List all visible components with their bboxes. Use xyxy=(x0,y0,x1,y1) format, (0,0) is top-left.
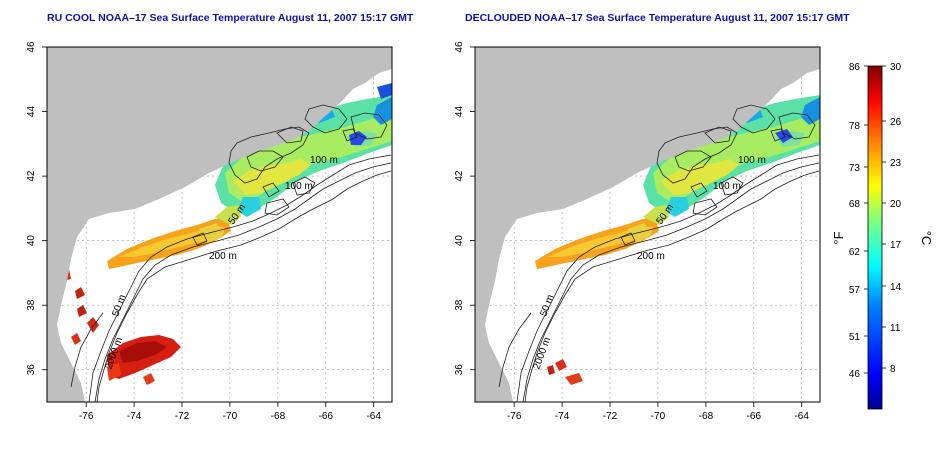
lat-tick-label: 46 xyxy=(454,41,465,53)
lon-tick-label: -70 xyxy=(651,411,666,422)
lon-tick-label: -74 xyxy=(555,411,570,422)
left-panel-title: RU COOL NOAA–17 Sea Surface Temperature … xyxy=(47,12,414,24)
lat-tick-label: 44 xyxy=(26,106,37,118)
c-tick-label: 23 xyxy=(890,158,902,169)
lat-tick-label: 38 xyxy=(26,299,37,311)
lon-tick-label: -66 xyxy=(747,411,762,422)
lat-tick-label: 40 xyxy=(26,235,37,247)
lat-tick-label: 36 xyxy=(454,364,465,376)
f-tick-label: 73 xyxy=(849,163,861,174)
c-tick-label: 17 xyxy=(890,240,902,251)
left-lon-tick-labels: -76 -74 -72 -70 -68 -66 -64 xyxy=(79,411,381,422)
right-lon-tick-labels: -76 -74 -72 -70 -68 -66 -64 xyxy=(507,411,809,422)
lat-tick-label: 46 xyxy=(26,41,37,53)
f-tick-label: 68 xyxy=(849,199,861,210)
lon-tick-label: -64 xyxy=(366,411,381,422)
left-map-panel: 100 m 100 m 50 m 200 m 50 m 2000 m -76 -… xyxy=(26,41,393,422)
f-tick-label: 78 xyxy=(849,121,861,132)
lon-tick-label: -72 xyxy=(175,411,190,422)
right-panel-title: DECLOUDED NOAA–17 Sea Surface Temperatur… xyxy=(465,12,850,24)
c-tick-label: 30 xyxy=(890,62,902,73)
contour-label-100m-b: 100 m xyxy=(713,181,741,192)
f-tick-label: 86 xyxy=(849,62,861,73)
right-map-panel: 100 m 100 m 50 m 200 m 50 m 2000 m -76 -… xyxy=(454,41,821,422)
lat-tick-label: 36 xyxy=(26,364,37,376)
c-tick-label: 14 xyxy=(890,282,902,293)
lon-tick-label: -64 xyxy=(794,411,809,422)
lon-tick-label: -68 xyxy=(699,411,714,422)
lon-tick-label: -72 xyxy=(603,411,618,422)
lat-tick-label: 44 xyxy=(454,106,465,118)
lon-tick-label: -76 xyxy=(507,411,522,422)
contour-label-100m-a: 100 m xyxy=(738,155,766,166)
colorbar-celsius-ticks: 30 26 23 20 17 14 11 8 xyxy=(890,62,902,375)
colorbar: 86 78 73 68 62 57 51 46 30 26 23 20 17 1… xyxy=(831,62,934,410)
f-tick-label: 62 xyxy=(849,247,861,258)
c-tick-label: 11 xyxy=(890,323,901,334)
contour-label-200m: 200 m xyxy=(209,251,237,262)
f-tick-label: 46 xyxy=(849,369,861,380)
right-map-frame xyxy=(474,46,821,403)
lon-tick-label: -68 xyxy=(271,411,286,422)
c-tick-label: 26 xyxy=(890,117,902,128)
lon-tick-label: -74 xyxy=(127,411,142,422)
lat-tick-label: 42 xyxy=(26,170,37,182)
f-tick-label: 57 xyxy=(849,285,861,296)
right-lat-tick-labels: 36 38 40 42 44 46 xyxy=(454,41,465,375)
c-tick-label: 20 xyxy=(890,199,902,210)
lat-tick-label: 38 xyxy=(454,299,465,311)
lon-tick-label: -76 xyxy=(79,411,94,422)
colorbar-fahrenheit-label: °F xyxy=(831,231,846,244)
c-tick-label: 8 xyxy=(890,364,896,375)
contour-label-200m: 200 m xyxy=(637,251,665,262)
colorbar-gradient xyxy=(867,65,883,410)
contour-label-100m-a: 100 m xyxy=(310,155,338,166)
lat-tick-label: 40 xyxy=(454,235,465,247)
lat-tick-label: 42 xyxy=(454,170,465,182)
lon-tick-label: -70 xyxy=(223,411,238,422)
contour-label-100m-b: 100 m xyxy=(285,181,313,192)
colorbar-celsius-label: °C xyxy=(919,231,934,246)
left-lat-tick-labels: 36 38 40 42 44 46 xyxy=(26,41,37,375)
f-tick-label: 51 xyxy=(849,332,861,343)
lon-tick-label: -66 xyxy=(319,411,334,422)
colorbar-fahrenheit-ticks: 86 78 73 68 62 57 51 46 xyxy=(849,62,861,380)
left-map-frame xyxy=(46,46,393,403)
